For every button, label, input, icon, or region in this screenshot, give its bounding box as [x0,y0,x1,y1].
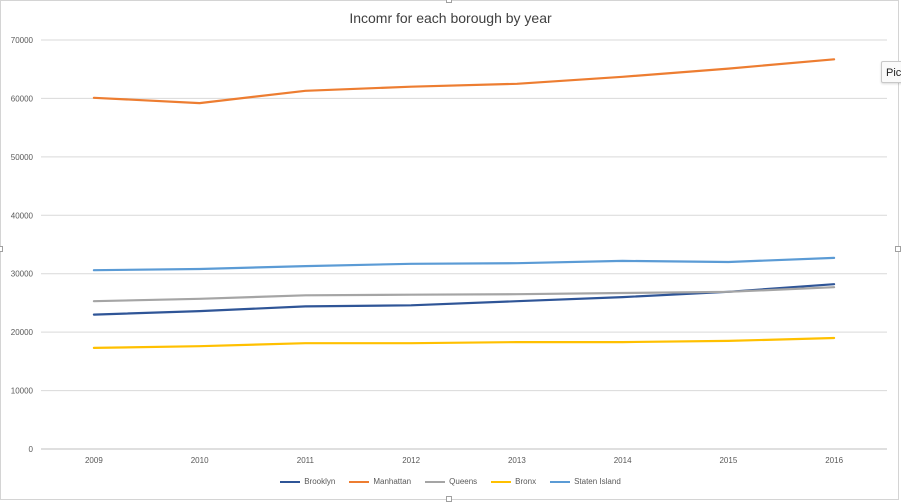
y-tick-label: 20000 [11,328,34,337]
y-tick-label: 60000 [11,94,34,103]
legend-swatch [280,480,301,483]
x-tick-label: 2012 [402,456,420,465]
legend-swatch [425,480,446,483]
legend-item: Manhattan [349,477,411,486]
chart-title: Incomr for each borough by year [349,10,552,26]
x-tick-label: 2013 [508,456,526,465]
x-tick-label: 2014 [614,456,632,465]
legend-label: Manhattan [373,477,412,486]
legend-item: Staten Island [550,477,621,486]
legend-label: Staten Island [574,477,621,486]
legend-swatch [491,480,512,483]
chart-legend: Brooklyn Manhattan Queens Bronx Staten Islan… [0,477,901,486]
y-tick-label: 30000 [11,270,34,279]
picture-popup-button[interactable]: Pic [881,61,901,83]
legend-item: Queens [425,477,477,486]
x-tick-label: 2011 [297,456,315,465]
series-line-staten-island [92,256,836,272]
legend-label: Brooklyn [304,477,336,486]
series-line-bronx [92,336,836,349]
legend-swatch [550,480,571,483]
resize-handle-left[interactable] [0,246,3,252]
y-tick-label: 40000 [11,211,34,220]
legend-item: Brooklyn [280,477,335,486]
x-tick-label: 2016 [825,456,843,465]
resize-handle-bottom[interactable] [446,496,452,502]
y-tick-label: 0 [29,445,34,454]
resize-handle-top[interactable] [446,0,452,3]
x-tick-label: 2009 [85,456,103,465]
series-line-queens [92,286,836,303]
legend-item: Bronx [491,477,536,486]
series-line-manhattan [92,58,836,105]
legend-label: Bronx [515,477,537,486]
y-tick-label: 70000 [11,36,34,45]
y-tick-label: 50000 [11,153,34,162]
legend-swatch [349,480,370,483]
legend-label: Queens [449,477,478,486]
x-tick-label: 2010 [191,456,209,465]
line-chart: 0 10000 20000 30000 40000 50000 60000 70000 2009… [11,36,887,465]
y-tick-label: 10000 [11,387,34,396]
x-tick-label: 2015 [719,456,737,465]
